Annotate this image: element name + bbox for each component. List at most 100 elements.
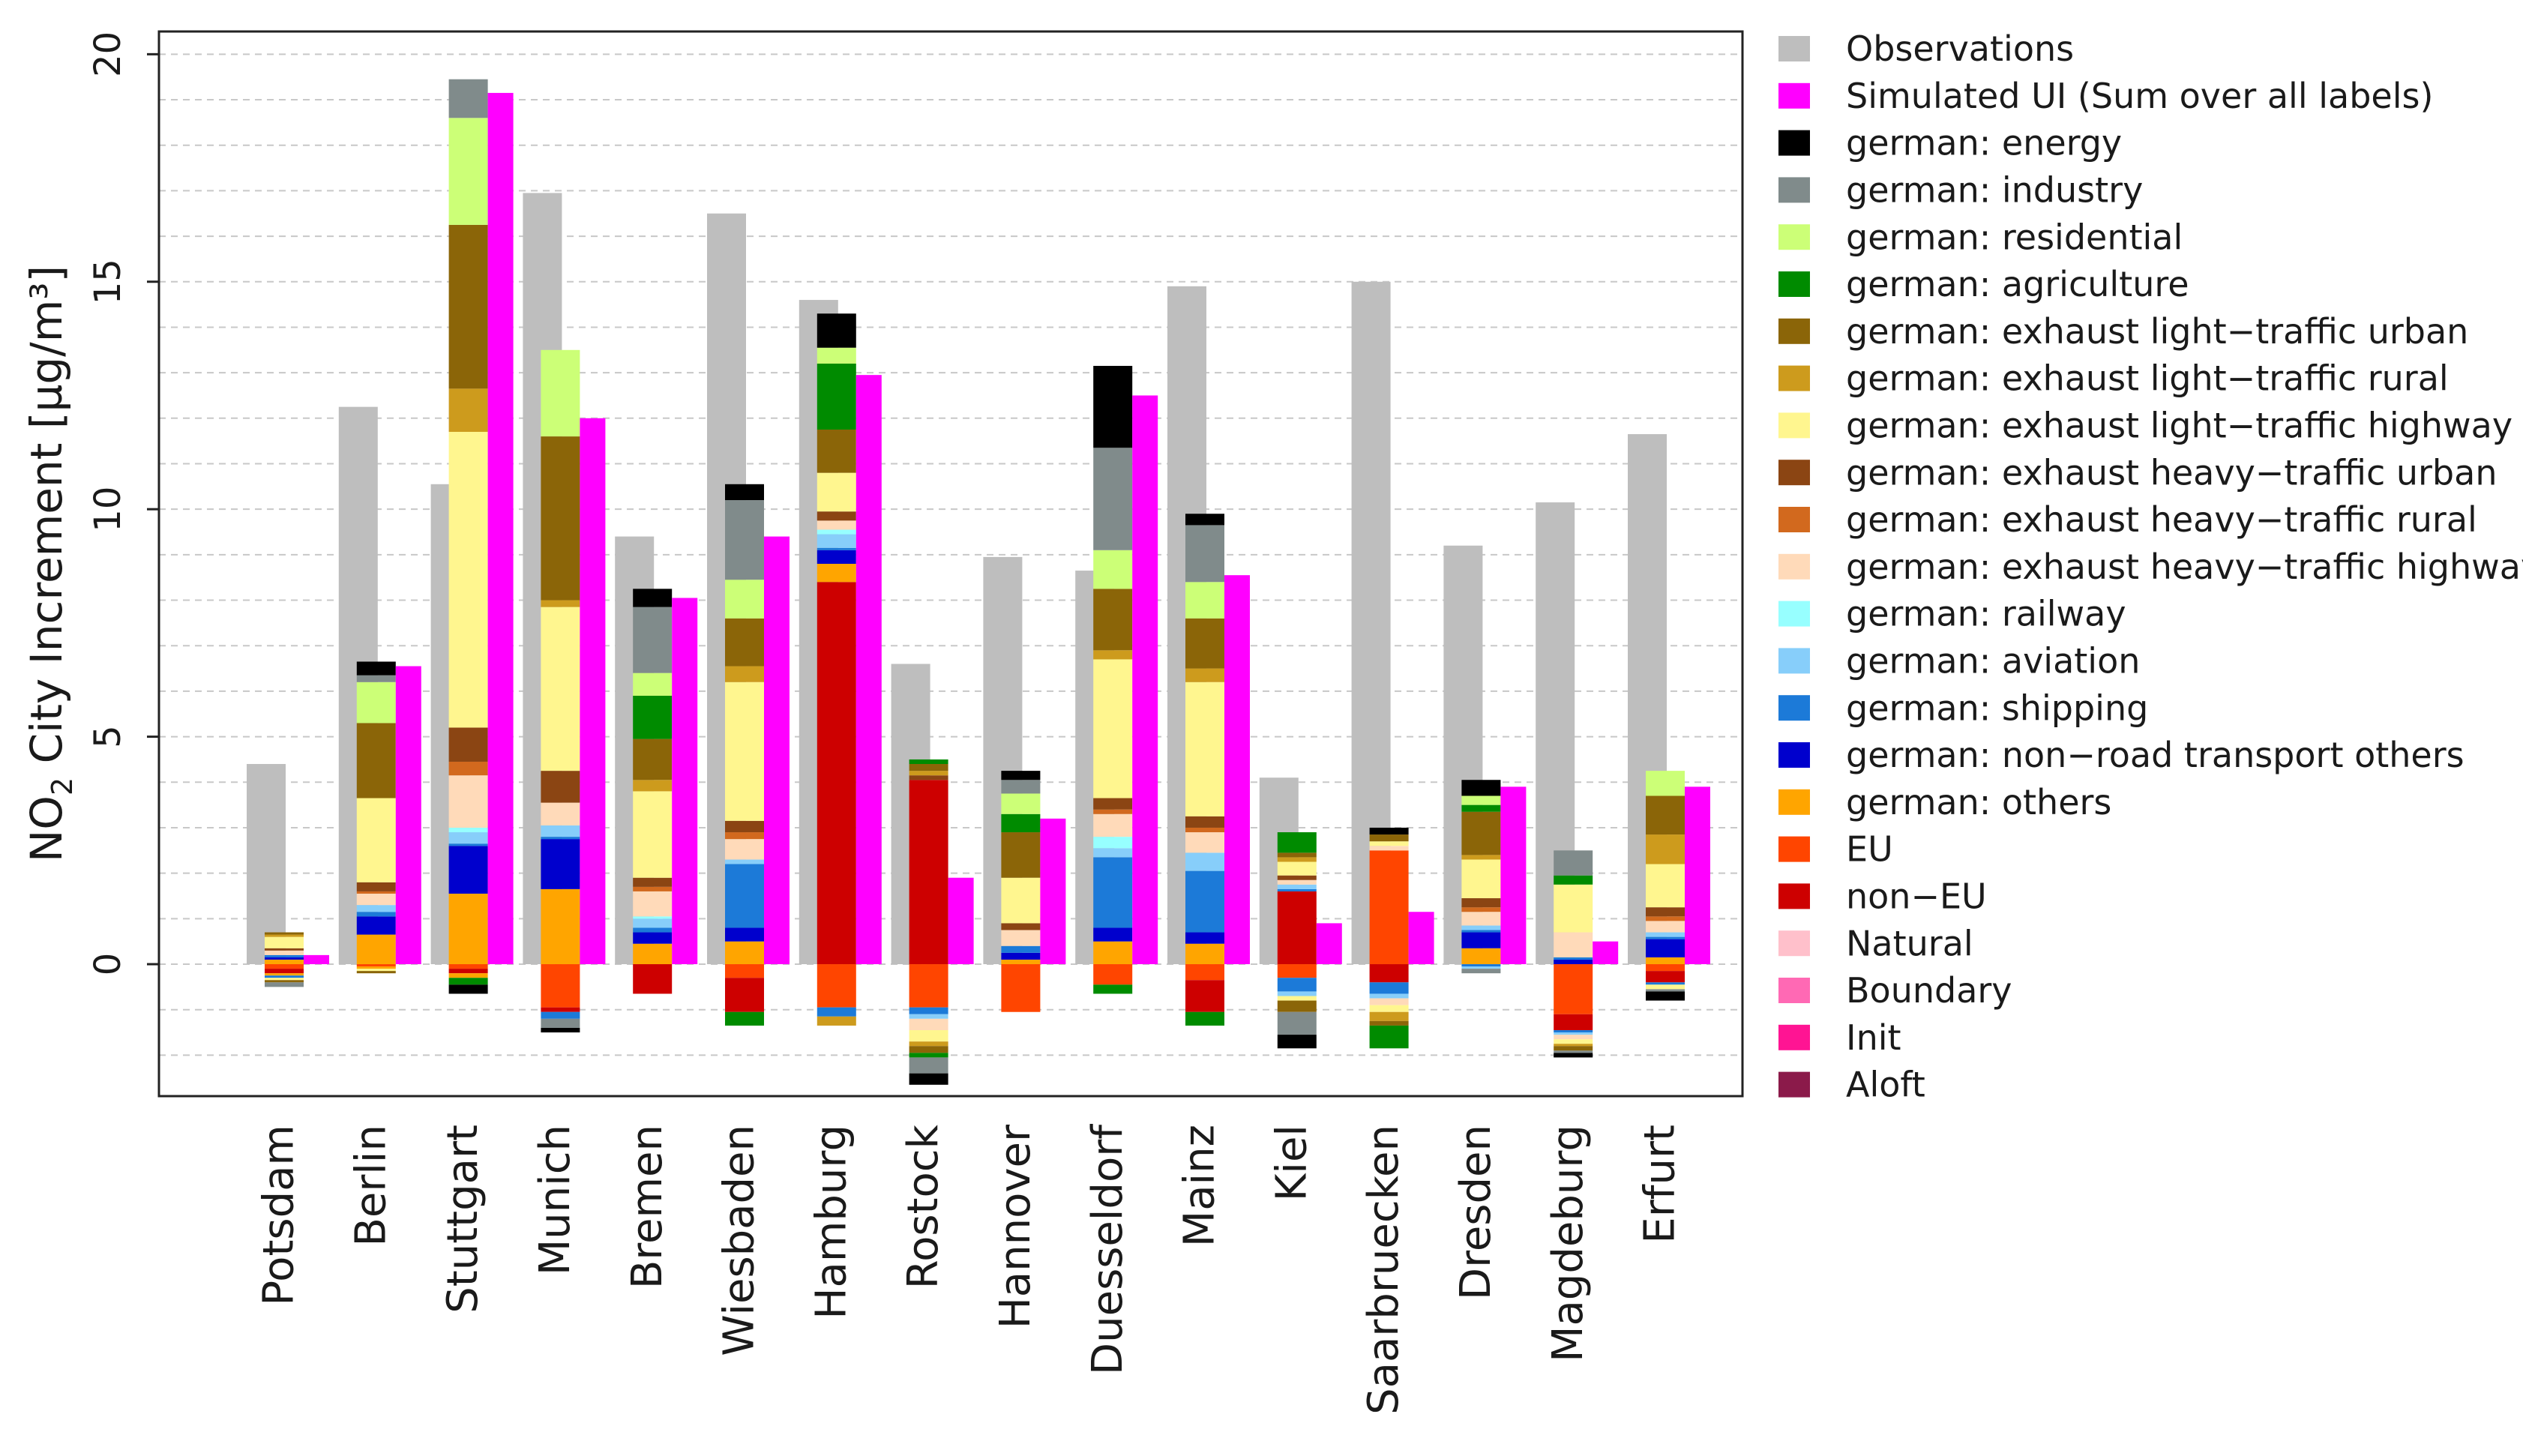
x-category-label: Stuttgart (439, 1125, 487, 1314)
contribution-segment (1277, 1011, 1317, 1035)
contribution-segment (725, 666, 764, 682)
contribution-segment (633, 886, 673, 891)
contribution-segment (1093, 927, 1133, 942)
contribution-segment (817, 534, 856, 548)
legend-swatch (1778, 1071, 1810, 1098)
contribution-segment (633, 607, 673, 673)
contribution-segment (448, 118, 488, 225)
contribution-segment (633, 918, 673, 928)
contribution-segment (541, 1027, 580, 1033)
contribution-segment (541, 1007, 580, 1012)
x-category-label: Potsdam (255, 1125, 304, 1306)
contribution-segment (1277, 857, 1317, 862)
y-tick-label: 15 (87, 259, 129, 304)
simulated-ui-bar (1224, 575, 1250, 965)
contribution-segment (356, 934, 396, 965)
contribution-segment (817, 313, 856, 348)
simulated-ui-bar (580, 418, 606, 965)
contribution-segment (1461, 898, 1501, 908)
contribution-segment (633, 589, 673, 607)
contribution-segment (265, 980, 304, 983)
contribution-segment (909, 1014, 948, 1019)
contribution-segment (1646, 989, 1685, 992)
contribution-segment (817, 582, 856, 965)
contribution-segment (725, 484, 764, 501)
contribution-segment (1554, 932, 1593, 957)
contribution-segment (1369, 998, 1409, 1005)
contribution-segment (1093, 941, 1133, 965)
contribution-segment (1461, 925, 1501, 930)
contribution-segment (356, 905, 396, 912)
contribution-segment (633, 964, 673, 994)
contribution-segment (356, 891, 396, 894)
legend-label: german: shipping (1846, 688, 2148, 728)
contribution-segment (448, 79, 488, 118)
legend-swatch (1778, 177, 1810, 203)
legend-swatch (1778, 365, 1810, 391)
contribution-segment (1369, 827, 1409, 835)
contribution-segment (1554, 875, 1593, 885)
contribution-segment (1093, 809, 1133, 814)
contribution-segment (1554, 1053, 1593, 1058)
contribution-segment (1554, 1046, 1593, 1051)
contribution-segment (265, 982, 304, 987)
contribution-segment (265, 959, 304, 965)
contribution-segment (541, 436, 580, 601)
contribution-segment (1277, 852, 1317, 858)
contribution-segment (1185, 525, 1224, 583)
contribution-segment (1185, 514, 1224, 526)
contribution-segment (1554, 850, 1593, 876)
contribution-segment (1185, 870, 1224, 933)
legend-swatch (1778, 742, 1810, 768)
contribution-segment (1185, 582, 1224, 619)
contribution-segment (356, 916, 396, 935)
contribution-segment (909, 1018, 948, 1031)
simulated-ui-bar (1132, 395, 1158, 965)
legend-swatch (1778, 130, 1810, 156)
contribution-segment (1461, 966, 1501, 969)
contribution-segment (1646, 932, 1685, 937)
legend-swatch (1778, 318, 1810, 344)
legend-swatch (1778, 507, 1810, 532)
contribution-segment (1461, 780, 1501, 796)
contribution-segment (909, 759, 948, 765)
contribution-segment (1554, 1039, 1593, 1044)
contribution-segment (633, 791, 673, 878)
contribution-segment (1646, 964, 1685, 972)
contribution-segment (633, 916, 673, 919)
contribution-segment (541, 839, 580, 889)
contribution-segment (1093, 650, 1133, 660)
contribution-segment (1369, 846, 1409, 851)
simulated-ui-bar (672, 598, 698, 965)
contribution-segment (1277, 891, 1317, 965)
contribution-segment (817, 529, 856, 535)
contribution-segment (1461, 859, 1501, 899)
legend-label: german: railway (1846, 594, 2126, 634)
contribution-segment (1554, 884, 1593, 933)
contribution-segment (1185, 980, 1224, 1012)
contribution-segment (1277, 832, 1317, 853)
contribution-segment (1277, 1035, 1317, 1049)
simulated-ui-bar (1316, 923, 1342, 965)
x-category-label: Berlin (346, 1125, 395, 1247)
contribution-segment (448, 827, 488, 833)
contribution-segment (541, 600, 580, 607)
contribution-segment (448, 832, 488, 844)
contribution-segment (1646, 982, 1685, 985)
contribution-segment (633, 943, 673, 965)
contribution-segment (1185, 827, 1224, 833)
contribution-segment (265, 950, 304, 955)
x-category-label: Wiesbaden (715, 1125, 764, 1356)
contribution-segment (541, 964, 580, 1008)
contribution-segment (633, 932, 673, 944)
contribution-segment (265, 973, 304, 976)
contribution-segment (1554, 1032, 1593, 1035)
contribution-segment (909, 1057, 948, 1074)
contribution-segment (1369, 1011, 1409, 1021)
contribution-segment (448, 761, 488, 776)
contribution-segment (541, 888, 580, 965)
legend-label: Init (1846, 1017, 1901, 1058)
contribution-segment (1185, 832, 1224, 853)
contribution-segment (541, 837, 580, 840)
